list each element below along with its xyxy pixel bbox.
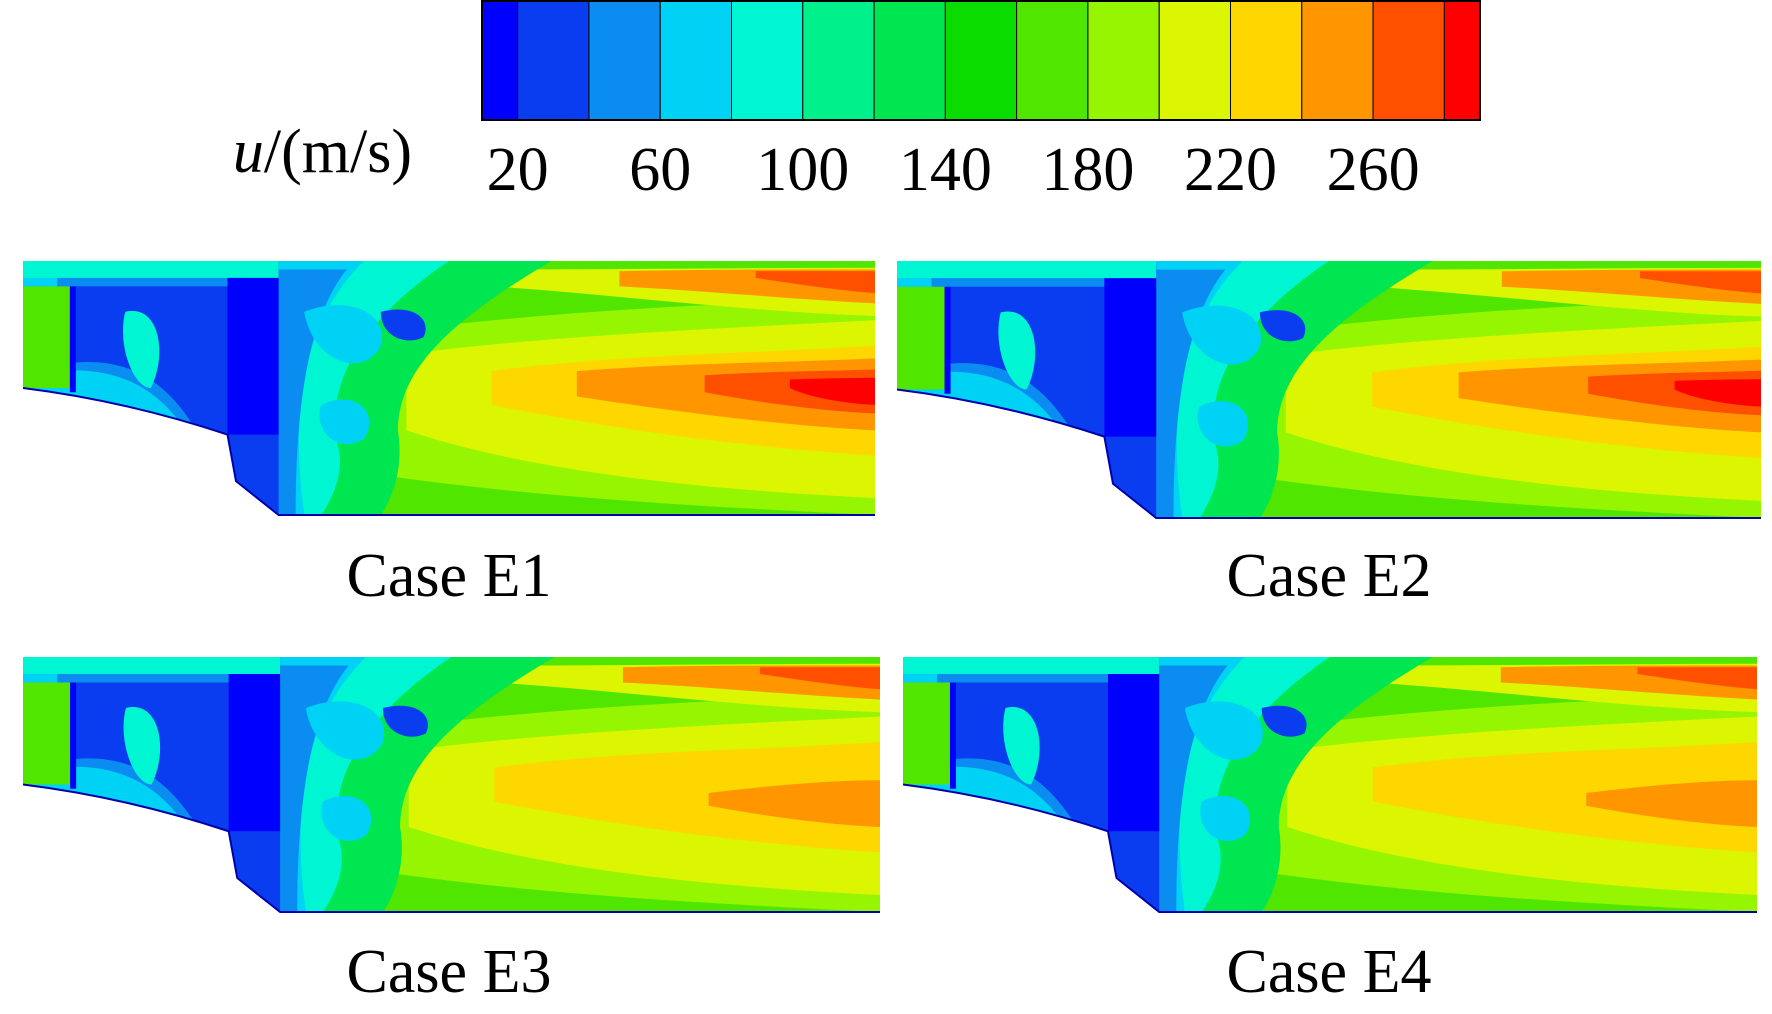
contour-band: [23, 657, 281, 674]
contour-band: [122, 310, 160, 388]
contour-band: [1674, 379, 1761, 407]
contour-band: [1107, 657, 1160, 832]
colorbar-tick-label: 180: [1041, 136, 1134, 204]
contour-band: [998, 311, 1036, 390]
colorbar-band: [481, 0, 519, 121]
contour-band: [123, 707, 161, 785]
contour-band: [227, 261, 279, 435]
domain-outline: [897, 390, 1761, 519]
contour-band: [903, 682, 950, 785]
colorbar-band: [731, 0, 804, 121]
colorbar-frame: [481, 0, 1481, 121]
colorbar-band: [588, 0, 661, 121]
colorbar-tick-label: 260: [1327, 136, 1420, 204]
domain-outline: [23, 785, 880, 913]
contour-field: [23, 261, 875, 516]
contour-field: [903, 657, 1757, 912]
contour-band: [23, 682, 71, 785]
contour-band: [944, 286, 951, 394]
contour-band: [321, 795, 372, 842]
colorbar-tick-label: 100: [756, 136, 849, 204]
colorbar-tick-label: 60: [629, 136, 691, 204]
domain-outline: [903, 785, 1757, 913]
contour-band: [1372, 742, 1757, 853]
colorbar-label: u/(m/s): [233, 118, 412, 186]
contour-panel: [903, 657, 1757, 912]
colorbar-tick-label: 220: [1184, 136, 1277, 204]
domain-outline: [23, 388, 875, 515]
contour-band: [228, 657, 281, 832]
colorbar-band: [1230, 0, 1303, 121]
colorbar-tick-label: 140: [899, 136, 992, 204]
colorbar-band: [1443, 0, 1481, 121]
contour-band: [1640, 271, 1761, 294]
colorbar-band: [659, 0, 733, 121]
contour-band: [380, 309, 426, 341]
contour-panel: [23, 261, 875, 515]
contour-panel: [897, 261, 1761, 518]
contour-band: [708, 780, 881, 828]
contour-band: [382, 705, 428, 737]
contour-band: [1261, 705, 1307, 737]
colorbar-band: [517, 0, 590, 121]
contour-band: [23, 286, 70, 388]
contour-band: [494, 742, 881, 853]
colorbar-band: [944, 0, 1018, 121]
label-symbol: u: [233, 118, 264, 186]
contour-field: [897, 261, 1761, 518]
contour-band: [304, 305, 382, 364]
contour-band: [760, 667, 881, 690]
contour-band: [1104, 261, 1157, 437]
contour-band: [755, 271, 875, 294]
label-unit: /(m/s): [264, 118, 412, 186]
contour-band: [1184, 701, 1263, 760]
contour-band: [897, 286, 945, 390]
contour-band: [789, 377, 875, 405]
contour-band: [1586, 780, 1757, 827]
contour-band: [903, 657, 1160, 674]
contour-band: [70, 682, 77, 789]
contour-band: [1637, 667, 1757, 690]
colorbar-band: [1016, 0, 1089, 121]
colorbar-band: [1372, 0, 1445, 121]
contour-band: [949, 682, 956, 789]
panel-caption: Case E1: [347, 542, 552, 610]
panel-caption: Case E3: [347, 938, 552, 1006]
colorbar-band: [1087, 0, 1160, 121]
contour-band: [897, 261, 1157, 279]
colorbar-band: [1301, 0, 1374, 121]
panel-caption: Case E4: [1227, 938, 1432, 1006]
contour-field: [23, 657, 881, 913]
colorbar-band: [873, 0, 946, 121]
colorbar-band: [1158, 0, 1231, 121]
contour-band: [1182, 305, 1261, 365]
contour-band: [1259, 310, 1306, 342]
contour-band: [319, 399, 370, 445]
contour-band: [1200, 795, 1251, 842]
panel-caption: Case E2: [1227, 542, 1432, 610]
colorbar-band: [802, 0, 875, 121]
contour-band: [23, 261, 279, 278]
contour-band: [69, 286, 76, 393]
colorbar-tick-label: 20: [487, 136, 549, 204]
contour-panel: [23, 657, 881, 913]
contour-band: [1003, 707, 1040, 785]
contour-band: [305, 701, 385, 760]
contour-band: [1197, 401, 1249, 447]
